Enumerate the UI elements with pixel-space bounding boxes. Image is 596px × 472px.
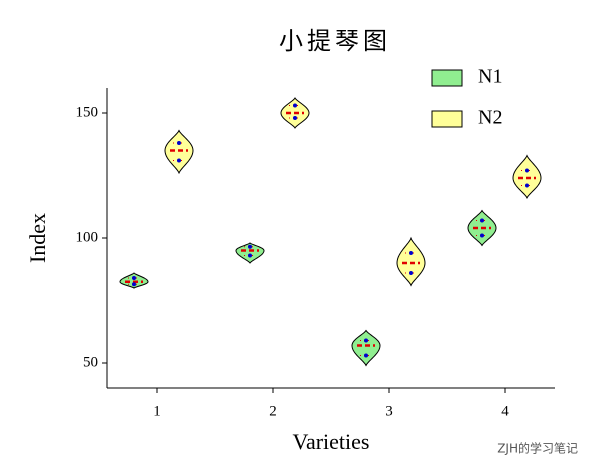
y-axis-label: Index <box>25 213 50 263</box>
q3-dot <box>177 141 181 145</box>
q3-dot <box>480 218 484 223</box>
y-tick-label: 150 <box>76 104 99 120</box>
x-tick-label: 1 <box>153 403 161 419</box>
q1-dot <box>293 116 297 120</box>
q1-dot <box>364 353 368 358</box>
q3-dot <box>132 276 136 280</box>
x-tick-label: 2 <box>269 403 277 419</box>
q3-dot <box>293 103 297 108</box>
y-tick-label: 50 <box>83 354 98 370</box>
violin-body <box>351 329 381 367</box>
violin-body <box>235 242 265 264</box>
q1-dot <box>409 271 413 275</box>
legend-swatch <box>431 69 463 87</box>
y-tick-label: 100 <box>76 229 99 245</box>
chart-title: 小提琴图 <box>279 27 391 55</box>
x-tick-label: 4 <box>501 403 509 419</box>
legend-label: N1 <box>478 66 502 88</box>
legend-swatch <box>431 110 463 128</box>
legend-label: N2 <box>478 107 502 129</box>
q3-dot <box>248 244 252 249</box>
q1-dot <box>177 158 181 163</box>
q1-dot <box>248 253 252 258</box>
watermark: ZJH的学习笔记 <box>497 441 578 456</box>
x-tick-label: 3 <box>385 403 393 419</box>
q3-dot <box>409 251 413 255</box>
q1-dot <box>132 282 136 287</box>
q3-dot <box>364 338 368 343</box>
q1-dot <box>480 233 484 238</box>
q1-dot <box>525 183 529 188</box>
x-axis-label: Varieties <box>293 429 370 454</box>
q3-dot <box>525 168 529 173</box>
